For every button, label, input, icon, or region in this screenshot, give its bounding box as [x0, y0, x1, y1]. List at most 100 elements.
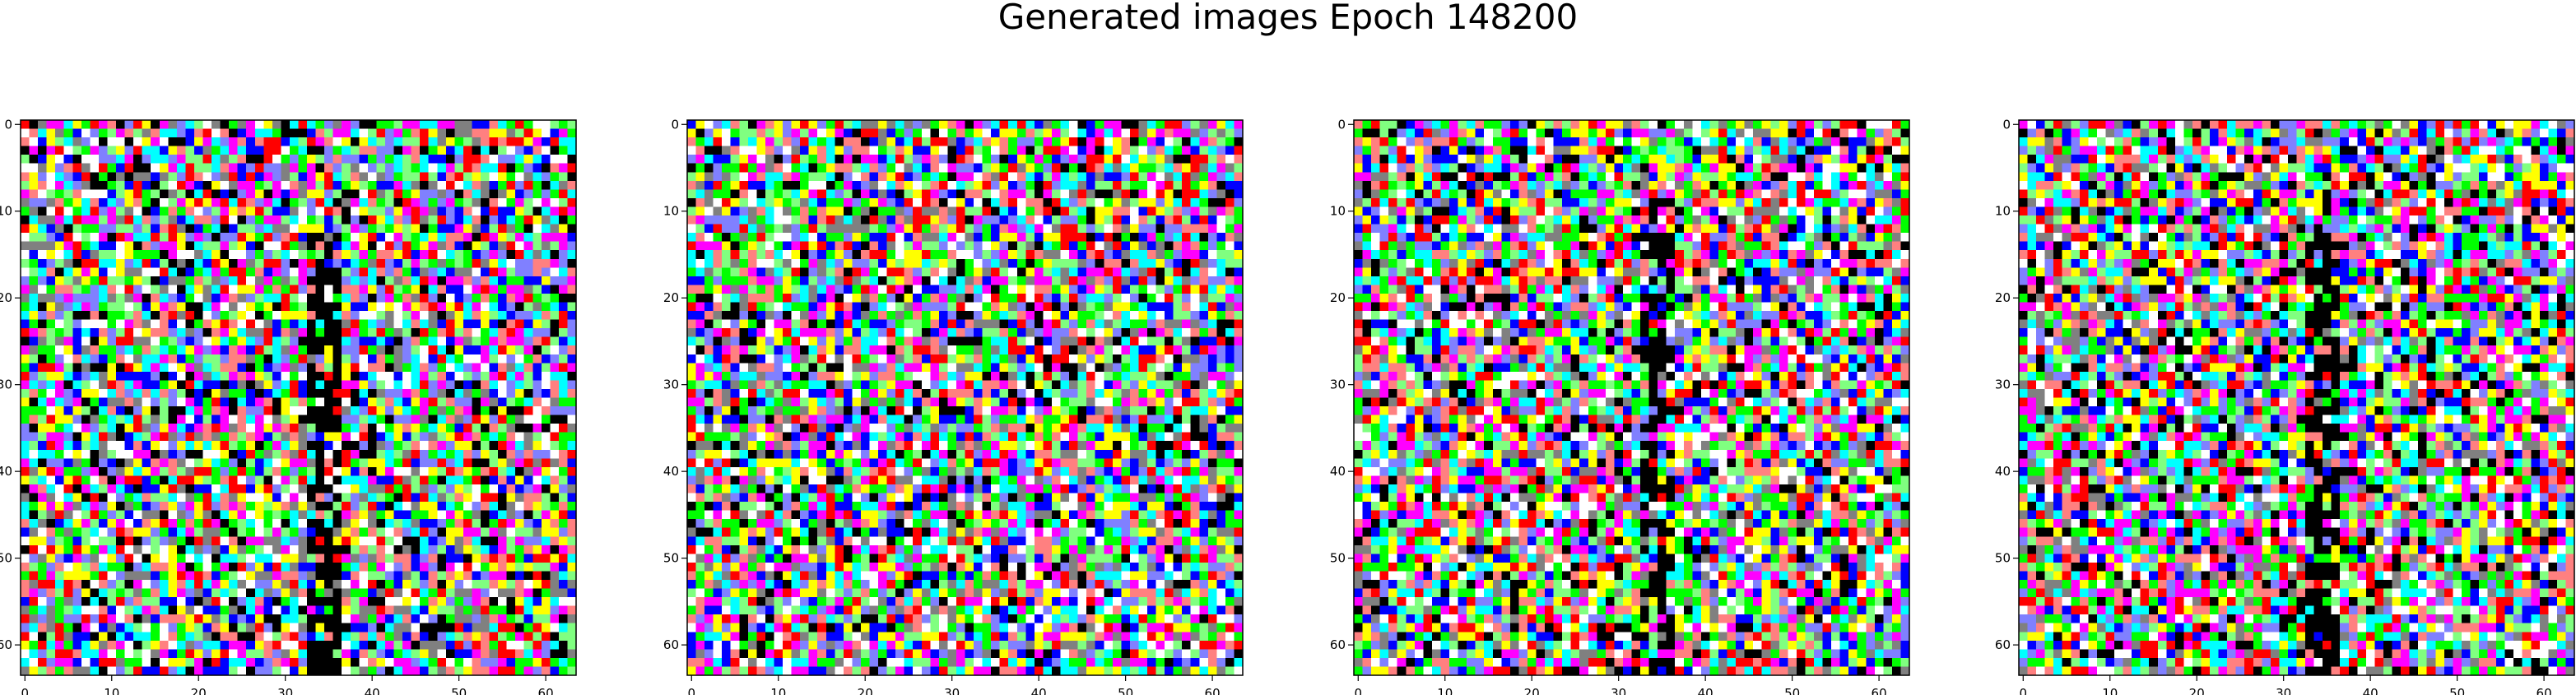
y-tick-label: 10	[0, 204, 12, 219]
pixel	[947, 155, 956, 164]
pixel	[246, 632, 255, 641]
pixel	[385, 172, 394, 181]
pixel	[64, 536, 73, 545]
pixel	[429, 181, 438, 190]
pixel	[30, 328, 39, 337]
pixel	[507, 484, 516, 493]
pixel	[722, 181, 731, 190]
pixel	[342, 519, 351, 528]
pixel	[454, 554, 463, 563]
pixel	[714, 129, 723, 138]
pixel	[1017, 120, 1026, 129]
pixel	[81, 120, 91, 129]
pixel	[64, 606, 73, 615]
pixel	[64, 545, 73, 554]
pixel	[107, 164, 116, 173]
pixel	[524, 484, 533, 493]
pixel	[1182, 215, 1191, 225]
pixel	[47, 424, 56, 433]
pixel	[342, 450, 351, 459]
pixel	[290, 475, 299, 484]
pixel	[99, 129, 108, 138]
pixel	[107, 467, 116, 476]
pixel	[72, 433, 81, 442]
pixel	[229, 398, 238, 407]
pixel	[532, 250, 542, 259]
pixel	[437, 233, 446, 242]
pixel	[342, 563, 351, 572]
pixel	[290, 641, 299, 650]
pixel	[1061, 129, 1070, 138]
pixel	[472, 519, 481, 528]
pixel	[1078, 172, 1087, 181]
pixel	[351, 206, 360, 215]
pixel	[38, 372, 47, 381]
pixel	[47, 450, 56, 459]
pixel	[246, 259, 255, 268]
pixel	[835, 206, 844, 215]
pixel	[202, 137, 212, 146]
pixel	[351, 181, 360, 190]
pixel	[316, 441, 325, 450]
pixel	[133, 406, 142, 415]
pixel	[281, 606, 290, 615]
pixel	[481, 189, 490, 198]
pixel	[1234, 137, 1243, 146]
pixel	[385, 589, 394, 598]
pixel	[342, 285, 351, 294]
pixel	[202, 129, 212, 138]
pixel	[402, 155, 412, 164]
pixel	[1165, 181, 1174, 190]
pixel	[965, 189, 974, 198]
pixel	[324, 623, 333, 632]
pixel	[394, 380, 403, 389]
pixel	[420, 225, 429, 234]
pixel	[38, 198, 47, 207]
pixel	[333, 225, 342, 234]
pixel	[81, 467, 91, 476]
pixel	[498, 528, 507, 537]
pixel	[567, 415, 576, 424]
pixel	[376, 363, 385, 372]
pixel	[550, 285, 559, 294]
pixel	[342, 337, 351, 346]
pixel	[1174, 206, 1183, 215]
pixel	[177, 311, 186, 320]
pixel	[490, 345, 499, 354]
pixel	[125, 198, 134, 207]
pixel	[272, 406, 281, 415]
pixel	[1156, 215, 1165, 225]
pixel	[30, 502, 39, 511]
pixel	[412, 475, 421, 484]
pixel	[177, 120, 186, 129]
pixel	[542, 225, 551, 234]
pixel	[559, 328, 568, 337]
pixel	[316, 597, 325, 606]
pixel	[507, 328, 516, 337]
pixel	[212, 285, 221, 294]
pixel	[567, 129, 576, 138]
pixel	[412, 172, 421, 181]
pixel	[47, 311, 56, 320]
pixel	[64, 398, 73, 407]
pixel	[498, 632, 507, 641]
pixel	[550, 242, 559, 251]
pixel	[272, 641, 281, 650]
pixel	[107, 415, 116, 424]
pixel	[826, 137, 835, 146]
pixel	[359, 233, 368, 242]
pixel	[107, 206, 116, 215]
pixel	[385, 181, 394, 190]
pixel	[412, 450, 421, 459]
pixel	[99, 294, 108, 303]
pixel	[532, 328, 542, 337]
pixel	[1225, 129, 1235, 138]
pixel	[532, 320, 542, 329]
pixel	[47, 641, 56, 650]
pixel	[246, 372, 255, 381]
pixel	[359, 164, 368, 173]
pixel	[90, 666, 99, 675]
pixel	[420, 571, 429, 580]
pixel	[922, 215, 931, 225]
pixel	[542, 632, 551, 641]
